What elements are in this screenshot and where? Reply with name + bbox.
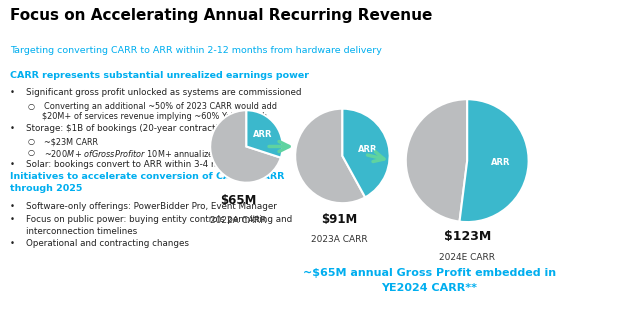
Text: Initiatives to accelerate conversion of CARR to ARR
through 2025: Initiatives to accelerate conversion of … <box>10 172 284 193</box>
Wedge shape <box>246 110 283 158</box>
Text: ARR: ARR <box>358 145 378 154</box>
Text: ~$23M CARR: ~$23M CARR <box>44 137 98 146</box>
Text: ○: ○ <box>28 137 35 146</box>
Text: Focus on public power: buying entity controls permitting and: Focus on public power: buying entity con… <box>26 215 292 225</box>
Text: ARR: ARR <box>253 130 272 139</box>
Text: Significant gross profit unlocked as systems are commissioned: Significant gross profit unlocked as sys… <box>26 88 301 97</box>
Text: $123M: $123M <box>444 230 491 243</box>
Wedge shape <box>460 99 529 222</box>
Wedge shape <box>210 110 281 183</box>
Text: 2022A CARR: 2022A CARR <box>211 216 267 226</box>
Text: CARR represents substantial unrealized earnings power: CARR represents substantial unrealized e… <box>10 71 309 80</box>
Text: •: • <box>10 160 15 169</box>
Text: ○: ○ <box>28 148 35 157</box>
Text: •: • <box>10 239 15 249</box>
Text: ~$200M+ of Gross Profit or ~$10M+ annualized*: ~$200M+ of Gross Profit or ~$10M+ annual… <box>44 148 223 159</box>
Wedge shape <box>342 109 390 197</box>
Text: $20M+ of services revenue implying ~60% YoY growth: $20M+ of services revenue implying ~60% … <box>42 112 268 122</box>
Wedge shape <box>295 109 365 203</box>
Text: Software-only offerings: PowerBidder Pro, Event Manager: Software-only offerings: PowerBidder Pro… <box>26 202 277 211</box>
Text: •: • <box>10 215 15 225</box>
Text: $91M: $91M <box>321 213 357 226</box>
Text: $65M: $65M <box>221 194 257 207</box>
Text: •: • <box>10 124 15 133</box>
Text: •: • <box>10 88 15 97</box>
Text: ~$65M annual Gross Profit embedded in
YE2024 CARR**: ~$65M annual Gross Profit embedded in YE… <box>303 268 556 293</box>
Wedge shape <box>406 99 467 221</box>
Text: Solar: bookings convert to ARR within 3-4 months: Solar: bookings convert to ARR within 3-… <box>26 160 244 169</box>
Text: 2024E CARR: 2024E CARR <box>439 253 495 262</box>
Text: Focus on Accelerating Annual Recurring Revenue: Focus on Accelerating Annual Recurring R… <box>10 8 433 23</box>
Text: ARR: ARR <box>491 158 511 167</box>
Text: •: • <box>10 202 15 211</box>
Text: interconnection timelines: interconnection timelines <box>26 227 138 236</box>
Text: Operational and contracting changes: Operational and contracting changes <box>26 239 189 249</box>
Text: Converting an additional ~50% of 2023 CARR would add: Converting an additional ~50% of 2023 CA… <box>44 102 277 111</box>
Text: Targeting converting CARR to ARR within 2-12 months from hardware delivery: Targeting converting CARR to ARR within … <box>10 46 382 55</box>
Text: Storage: $1B of bookings (20-year contract) represents:: Storage: $1B of bookings (20-year contra… <box>26 124 271 133</box>
Text: ○: ○ <box>28 102 35 111</box>
Text: 2023A CARR: 2023A CARR <box>311 235 367 244</box>
